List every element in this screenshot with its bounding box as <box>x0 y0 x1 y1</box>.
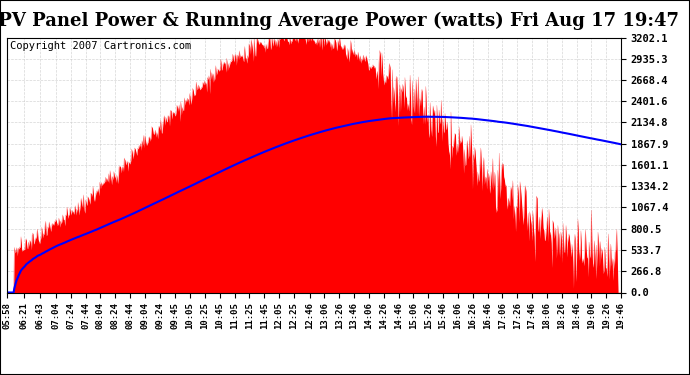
Text: Copyright 2007 Cartronics.com: Copyright 2007 Cartronics.com <box>10 41 192 51</box>
Text: Total PV Panel Power & Running Average Power (watts) Fri Aug 17 19:47: Total PV Panel Power & Running Average P… <box>0 11 679 30</box>
